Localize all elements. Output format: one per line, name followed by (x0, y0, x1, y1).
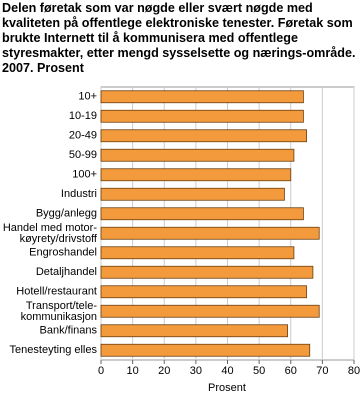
bar (100, 304, 320, 318)
bar (100, 226, 320, 240)
bar (100, 129, 307, 143)
bar (100, 265, 314, 279)
y-tick-label: Engroshandel (29, 247, 97, 259)
x-tick-label: 50 (253, 365, 265, 377)
x-axis-label: Prosent (208, 382, 246, 394)
bar (100, 109, 304, 123)
x-tick-label: 20 (158, 365, 170, 377)
bar (100, 148, 295, 162)
bar (100, 90, 304, 104)
y-tick-label: Bank/finans (40, 325, 98, 337)
bar (100, 187, 285, 201)
x-tick-label: 70 (316, 365, 328, 377)
y-tick-label: 50-99 (69, 149, 97, 161)
bar (100, 324, 288, 338)
bar (100, 343, 311, 357)
y-tick-label: Industri (61, 188, 97, 200)
y-tick-label: 10+ (78, 91, 97, 103)
y-tick-label: Detaljhandel (36, 266, 97, 278)
bar (100, 168, 292, 182)
x-tick-label: 10 (127, 365, 139, 377)
y-tick-label: 100+ (72, 169, 97, 181)
y-tick-label: 10-19 (69, 110, 97, 122)
y-tick-label: Bygg/anlegg (36, 208, 97, 220)
bar (100, 285, 307, 299)
y-tick-label: Handel med motor-køyrety/drivstoff (3, 222, 98, 245)
x-tick-label: 30 (190, 365, 202, 377)
y-tick-label: Transport/tele-kommunikasjon (21, 300, 98, 323)
y-tick-label: Tenesteyting elles (10, 344, 98, 356)
y-tick-label: Hotell/restaurant (16, 286, 97, 298)
y-tick-label: 20-49 (69, 130, 97, 142)
x-tick-label: 0 (98, 365, 104, 377)
x-tick-label: 80 (348, 365, 360, 377)
x-tick-label: 40 (221, 365, 233, 377)
x-tick-label: 60 (285, 365, 297, 377)
chart-title: Delen føretak som var nøgde eller svært … (2, 1, 356, 75)
bar (100, 246, 295, 260)
bar (100, 207, 304, 221)
